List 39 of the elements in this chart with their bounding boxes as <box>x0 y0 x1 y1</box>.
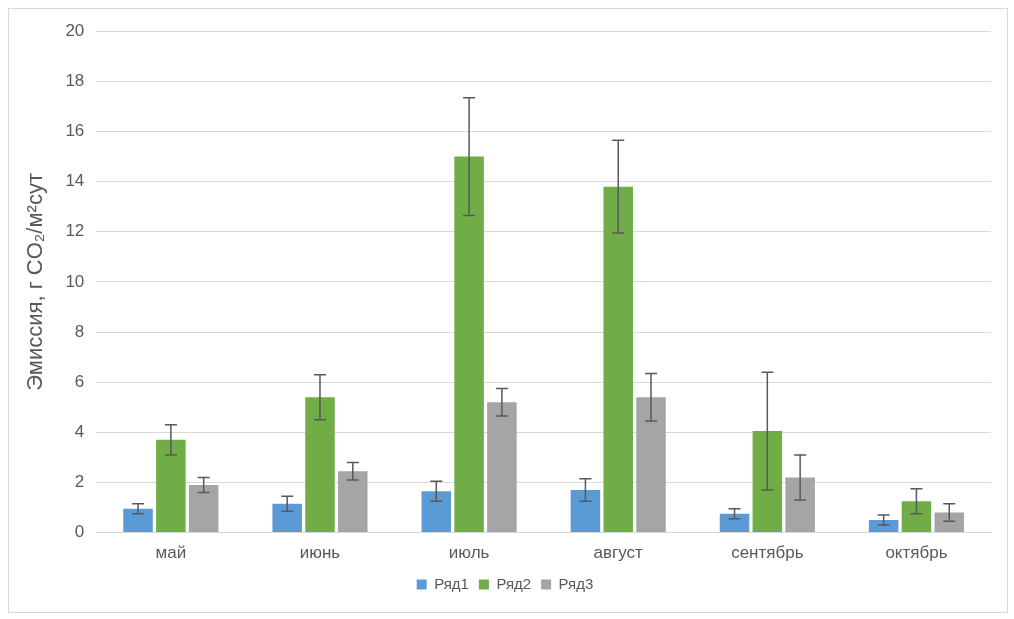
bar <box>901 501 932 533</box>
bar <box>570 489 601 533</box>
bar <box>305 397 335 533</box>
bar <box>454 156 484 533</box>
y-tick-label: 16 <box>65 121 85 141</box>
y-tick-label: 8 <box>74 321 85 341</box>
bar <box>421 491 452 533</box>
y-axis-title: Эмиссия, г CO₂/м²сут <box>22 173 48 391</box>
bar <box>188 484 219 533</box>
y-tick-label: 12 <box>65 221 85 241</box>
x-tick-label: июнь <box>299 543 341 563</box>
bar <box>603 186 633 533</box>
bar <box>156 439 186 533</box>
bar <box>868 520 899 533</box>
bar <box>487 402 517 533</box>
bar <box>338 471 368 533</box>
legend-label: Ряд3 <box>558 574 594 592</box>
x-tick-label: октябрь <box>885 543 948 563</box>
bar <box>636 397 666 533</box>
bar <box>934 512 965 533</box>
bar <box>785 477 815 533</box>
x-tick-label: сентябрь <box>731 543 804 563</box>
y-tick-label: 6 <box>74 371 85 391</box>
x-tick-label: август <box>593 543 644 563</box>
y-tick-label: 18 <box>65 71 85 91</box>
y-tick-label: 2 <box>74 472 85 492</box>
y-tick-label: 4 <box>74 422 85 442</box>
x-tick-label: июль <box>448 543 490 563</box>
bar <box>272 503 302 533</box>
y-tick-label: 0 <box>74 522 85 542</box>
bar <box>719 513 750 533</box>
y-tick-label: 10 <box>65 271 85 291</box>
bar <box>752 431 783 533</box>
y-tick-label: 14 <box>65 171 85 191</box>
legend-label: Ряд2 <box>496 574 532 592</box>
bar <box>123 508 153 533</box>
y-tick-label: 20 <box>65 20 85 40</box>
legend-label: Ряд1 <box>434 574 469 592</box>
x-tick-label: май <box>155 543 187 563</box>
